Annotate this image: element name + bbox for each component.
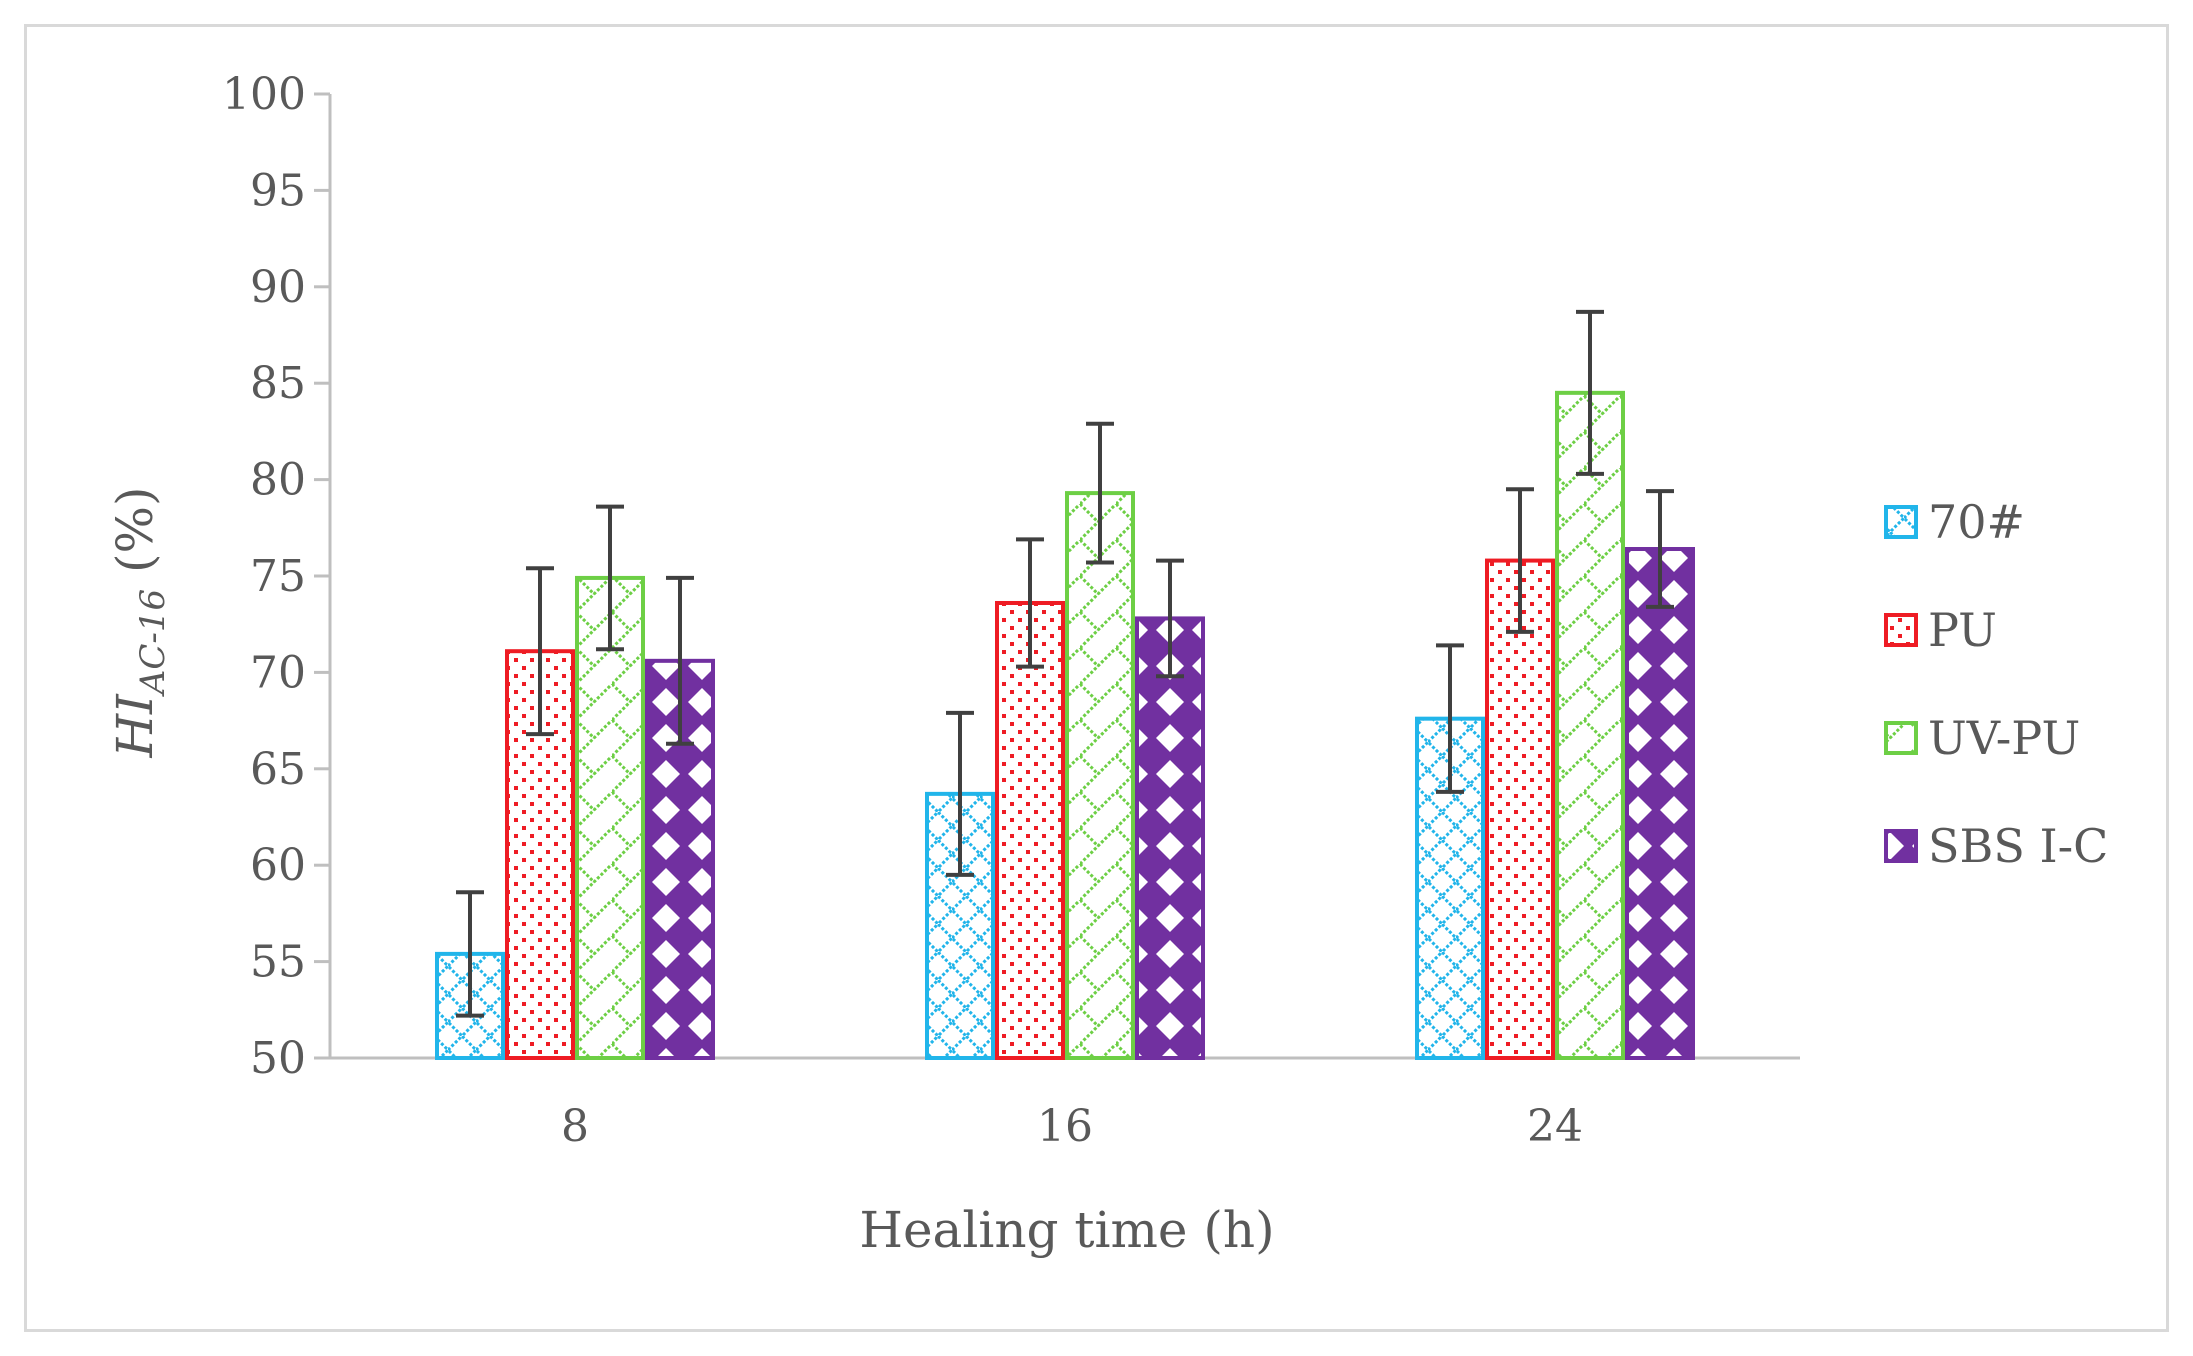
legend-label: UV-PU xyxy=(1928,711,2080,765)
legend-label: PU xyxy=(1928,603,1997,657)
legend-label: 70# xyxy=(1928,495,2025,549)
y-tick-label: 90 xyxy=(250,262,306,313)
legend: 70# PU UV-PU SBS I-C xyxy=(1884,495,2108,873)
bars xyxy=(435,390,1695,1061)
y-tick-label: 85 xyxy=(250,358,306,409)
y-axis-title-unit: (%) xyxy=(106,486,164,588)
y-axis-title-subscript: AC-16 xyxy=(133,589,173,697)
y-tick-label: 65 xyxy=(250,744,306,795)
legend-swatch xyxy=(1884,613,1918,647)
bar xyxy=(1485,558,1555,1060)
bar xyxy=(995,600,1065,1060)
y-tick-label: 100 xyxy=(222,69,306,120)
y-tick-label: 70 xyxy=(250,647,306,698)
x-tick-label: 8 xyxy=(561,1101,589,1152)
legend-swatch xyxy=(1884,721,1918,755)
bar xyxy=(1135,616,1205,1061)
legend-label: SBS I-C xyxy=(1928,819,2108,873)
y-tick-label: 50 xyxy=(250,1033,306,1084)
y-tick-label: 75 xyxy=(250,551,306,602)
bar xyxy=(1555,390,1625,1060)
y-axis-title-main: HI xyxy=(106,693,164,759)
y-tick-label: 55 xyxy=(250,937,306,988)
x-tick-label: 24 xyxy=(1527,1101,1583,1152)
y-tick-label: 60 xyxy=(250,840,306,891)
y-axis-title: HIAC-16 (%) xyxy=(106,486,173,758)
y-tick-label: 95 xyxy=(250,165,306,216)
legend-swatch xyxy=(1884,829,1918,863)
legend-swatch xyxy=(1884,505,1918,539)
x-tick-label: 16 xyxy=(1037,1101,1093,1152)
bar xyxy=(575,575,645,1060)
bar xyxy=(1065,491,1135,1060)
bar xyxy=(1625,547,1695,1060)
y-tick-label: 80 xyxy=(250,455,306,506)
x-axis-title: Healing time (h) xyxy=(859,1201,1274,1259)
error-bars xyxy=(456,309,1674,1018)
